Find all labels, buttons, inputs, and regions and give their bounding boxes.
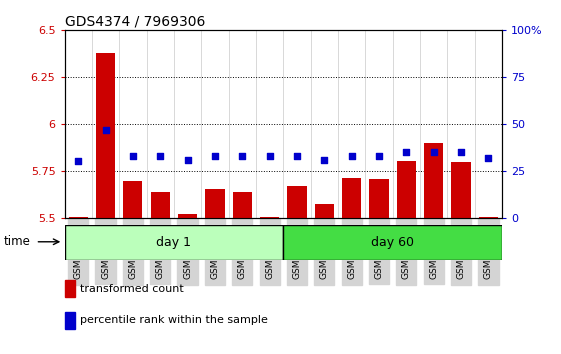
Bar: [96, 53, 115, 218]
Text: GDS4374 / 7969306: GDS4374 / 7969306: [65, 15, 205, 29]
Point: [156, 153, 165, 159]
Bar: [65, 280, 75, 297]
Bar: [315, 204, 334, 218]
Point: [347, 153, 356, 159]
Bar: [370, 179, 389, 218]
Point: [429, 149, 438, 155]
Text: percentile rank within the sample: percentile rank within the sample: [80, 315, 268, 325]
Point: [238, 153, 247, 159]
Point: [484, 155, 493, 160]
Bar: [65, 225, 283, 260]
Bar: [424, 143, 443, 218]
Bar: [479, 217, 498, 218]
Point: [320, 157, 329, 162]
Bar: [283, 225, 502, 260]
Point: [375, 153, 384, 159]
Text: transformed count: transformed count: [80, 284, 184, 293]
Bar: [287, 186, 306, 218]
Point: [128, 153, 137, 159]
Point: [73, 159, 82, 164]
Bar: [397, 161, 416, 218]
Bar: [342, 178, 361, 218]
Point: [292, 153, 301, 159]
Point: [457, 149, 466, 155]
Bar: [178, 214, 197, 218]
Bar: [260, 217, 279, 218]
Point: [183, 157, 192, 162]
Text: day 1: day 1: [157, 236, 191, 249]
Text: time: time: [3, 235, 30, 248]
Bar: [68, 217, 88, 218]
Point: [101, 127, 110, 132]
Bar: [123, 181, 142, 218]
Point: [402, 149, 411, 155]
Bar: [205, 189, 224, 218]
Bar: [65, 312, 75, 329]
Point: [210, 153, 219, 159]
Bar: [151, 192, 170, 218]
Bar: [452, 162, 471, 218]
Bar: [233, 192, 252, 218]
Point: [265, 153, 274, 159]
Text: day 60: day 60: [371, 236, 414, 249]
